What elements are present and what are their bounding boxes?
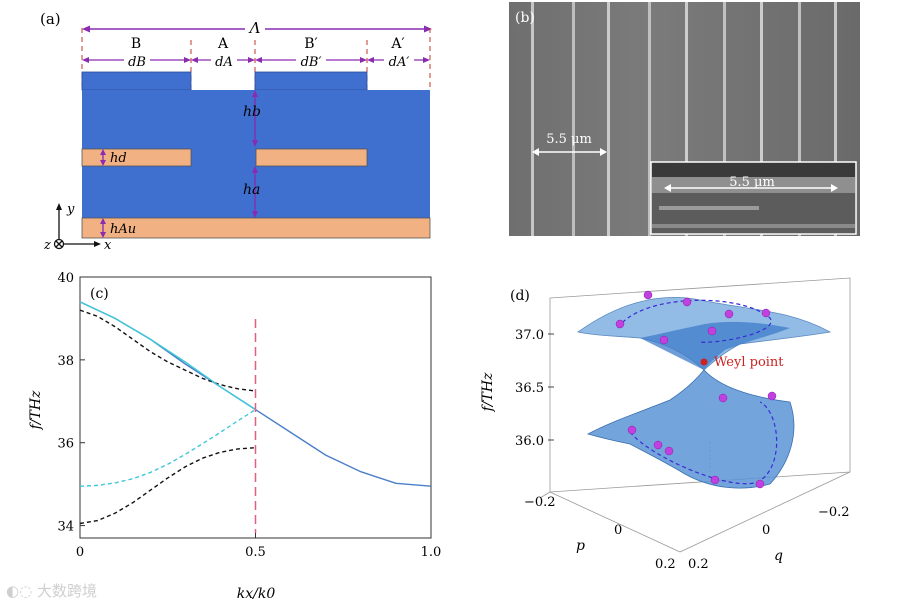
z-tick-3: 36.0 bbox=[515, 434, 544, 449]
height-arrows bbox=[100, 90, 258, 238]
watermark-text: 大数跨境 bbox=[36, 582, 97, 600]
panel-d-label: (d) bbox=[510, 288, 530, 304]
x-tick-label: 0 bbox=[76, 545, 84, 560]
x-tick-label: 1.0 bbox=[421, 545, 442, 560]
panel-a-label: (a) bbox=[40, 10, 61, 28]
y-tick-label: 36 bbox=[57, 437, 74, 452]
p-tick-2: 0 bbox=[614, 523, 622, 538]
width-db-label: dB bbox=[128, 55, 146, 70]
p-tick-1: −0.2 bbox=[524, 495, 556, 510]
segment-a-label: A bbox=[217, 36, 229, 52]
series-cyan-upper bbox=[79, 301, 256, 411]
y-tick-label: 38 bbox=[57, 354, 74, 369]
weyl-point-marker bbox=[700, 358, 708, 366]
sem-inset: 5.5 μm bbox=[650, 161, 857, 235]
z-tick-2: 36.5 bbox=[515, 381, 544, 396]
period-arrow-right-head bbox=[424, 25, 432, 33]
axis-x-label: x bbox=[104, 238, 112, 253]
axis-z-label: z bbox=[43, 238, 51, 253]
gold-substrate bbox=[81, 217, 431, 239]
segment-bprime-label: B′ bbox=[304, 36, 317, 52]
grating-lines bbox=[531, 2, 837, 236]
segment-guides bbox=[81, 28, 431, 90]
period-label: Λ bbox=[248, 19, 261, 37]
series-cyan-lower bbox=[79, 408, 256, 487]
weyl-point-annotation: Weyl point bbox=[714, 355, 784, 370]
watermark-logo-icon: ◐◌ bbox=[6, 582, 33, 600]
panel-a: (a) Λ B A B′ A′ bbox=[0, 0, 450, 260]
scale-bar-main bbox=[532, 148, 607, 156]
segment-b-label: B bbox=[131, 36, 141, 52]
panel-b-label: (b) bbox=[515, 10, 535, 26]
scale-label-main: 5.5 μm bbox=[546, 132, 592, 147]
panel-d: (d) 37.0 36.5 36.0 f/THz bbox=[470, 262, 913, 606]
height-hb-label: hb bbox=[243, 104, 261, 120]
width-daprime-label: dA′ bbox=[389, 55, 410, 70]
q-tick-2: 0 bbox=[762, 523, 770, 538]
width-dbprime-label: dB′ bbox=[301, 55, 322, 70]
plot-box bbox=[539, 277, 851, 553]
sem-overlay: (b) 5.5 μm 5.5 μm bbox=[515, 2, 857, 236]
y-tick-label: 40 bbox=[57, 271, 74, 286]
panel-c: (c) 0 0.5 1.0 34 36 38 40 kx/k0 f/THz bbox=[0, 262, 450, 606]
height-hd-label: hd bbox=[110, 151, 127, 166]
x-axis-label: kx/k0 bbox=[237, 586, 276, 602]
y-axis-label: f/THz bbox=[28, 390, 44, 430]
scale-label-inset: 5.5 μm bbox=[729, 175, 775, 190]
z-axis-label: f/THz bbox=[480, 372, 496, 412]
axis-y-label: y bbox=[66, 202, 75, 217]
series-black-lower bbox=[79, 446, 256, 525]
gold-strip-b bbox=[81, 148, 192, 167]
sample-points bbox=[615, 290, 777, 489]
z-tick-1: 37.0 bbox=[515, 328, 544, 343]
q-tick-1: −0.2 bbox=[818, 505, 850, 520]
panel-a-diagram: (a) Λ B A B′ A′ bbox=[40, 10, 432, 253]
top-grating-b bbox=[81, 71, 192, 91]
height-hau-label: hAu bbox=[110, 222, 136, 237]
p-axis-label: p bbox=[576, 538, 585, 554]
height-ha-label: ha bbox=[243, 182, 260, 198]
q-tick-3: 0.2 bbox=[688, 557, 709, 572]
y-tick-label: 34 bbox=[57, 520, 74, 535]
panel-c-label: (c) bbox=[90, 286, 109, 302]
z-ticks bbox=[548, 333, 554, 441]
segment-aprime-label: A′ bbox=[390, 36, 404, 52]
coordinate-triad bbox=[53, 203, 101, 250]
weyl-surface-plot: (d) 37.0 36.5 36.0 f/THz bbox=[480, 277, 851, 572]
period-arrow-left-head bbox=[82, 25, 90, 33]
panel-b-sem-image: (b) 5.5 μm 5.5 μm bbox=[509, 2, 860, 236]
p-tick-3: 0.2 bbox=[655, 557, 676, 572]
watermark: ◐◌ 大数跨境 bbox=[6, 580, 97, 601]
band-structure-chart: (c) 0 0.5 1.0 34 36 38 40 kx/k0 f/THz bbox=[28, 271, 442, 602]
period-label-bg bbox=[245, 18, 265, 36]
x-tick-label: 0.5 bbox=[245, 545, 266, 560]
top-grating-bprime bbox=[254, 71, 368, 91]
width-da-label: dA bbox=[215, 55, 233, 70]
q-axis-label: q bbox=[774, 548, 783, 564]
gold-strip-bprime bbox=[255, 148, 368, 167]
